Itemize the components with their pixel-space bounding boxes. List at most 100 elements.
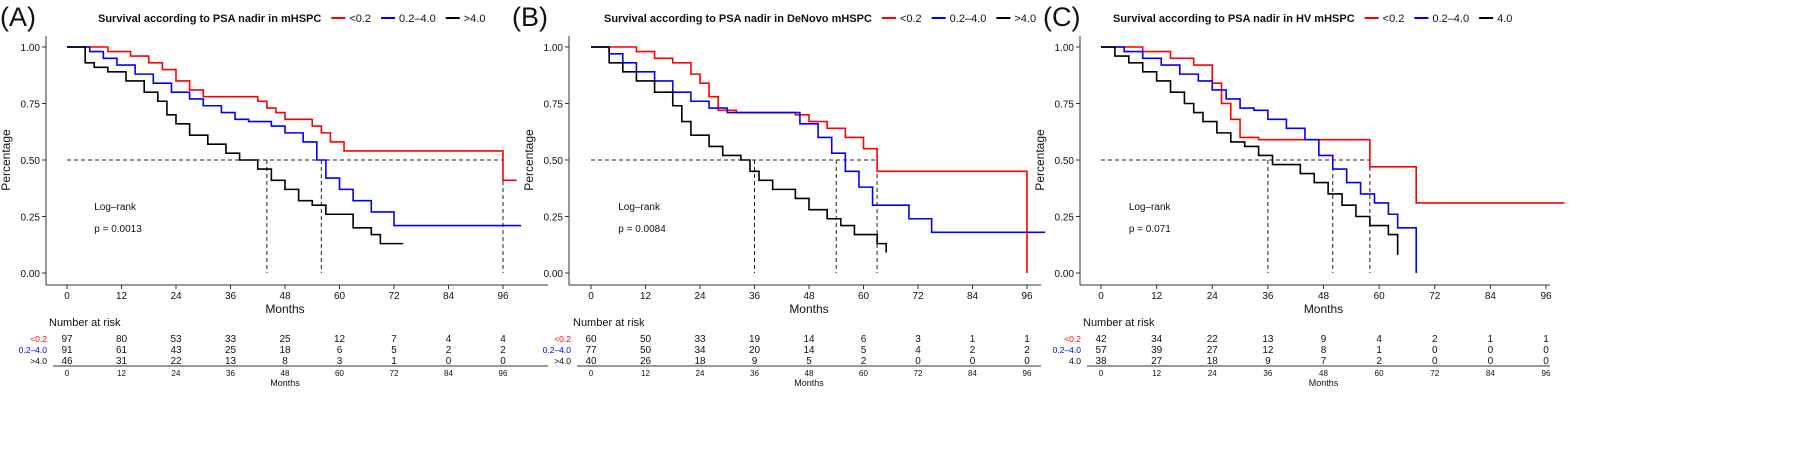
panel-b: (B) Survival according to PSA nadir in De… [512, 2, 1046, 388]
risk-cell: 12 [1262, 345, 1274, 356]
chart-title: Survival according to PSA nadir in DeNov… [604, 13, 872, 25]
risk-cell: 4 [1376, 334, 1382, 345]
risk-cell: 0 [1488, 356, 1494, 367]
risk-cell: 3 [337, 356, 343, 367]
x-tick-label: 96 [1540, 291, 1552, 302]
risk-tick-label: 84 [444, 369, 453, 378]
risk-cell: 4 [446, 334, 452, 345]
risk-tick-label: 60 [859, 369, 868, 378]
risk-row-label: <0.2 [1064, 334, 1081, 344]
x-tick-label: 24 [1207, 291, 1219, 302]
legend-label: <0.2 [349, 13, 371, 25]
risk-tick-label: 72 [914, 369, 923, 378]
risk-row-label: >4.0 [30, 356, 47, 366]
x-tick-label: 24 [694, 291, 706, 302]
y-tick-label: 0.50 [1055, 156, 1075, 167]
x-tick-label: 12 [116, 291, 128, 302]
risk-cell: 34 [694, 345, 706, 356]
y-axis-label: Percentage [1033, 129, 1047, 191]
risk-cell: 31 [116, 356, 128, 367]
risk-cell: 0 [1543, 345, 1549, 356]
survival-curve [1101, 46, 1418, 273]
risk-tick-label: 24 [696, 369, 705, 378]
risk-cell: 0 [500, 356, 506, 367]
y-tick-label: 0.25 [21, 213, 41, 224]
x-tick-label: 96 [1021, 291, 1033, 302]
y-tick-label: 1.00 [1055, 43, 1075, 54]
risk-cell: 5 [806, 356, 812, 367]
risk-tick-label: 12 [117, 369, 126, 378]
risk-x-label: Months [1309, 378, 1339, 388]
x-tick-label: 48 [1318, 291, 1330, 302]
risk-cell: 25 [279, 334, 291, 345]
risk-cell: 1 [970, 334, 976, 345]
risk-cell: 46 [61, 356, 73, 367]
y-tick-label: 0.25 [1055, 213, 1075, 224]
risk-table-title: Number at risk [49, 317, 121, 329]
x-tick-label: 48 [803, 291, 815, 302]
risk-cell: 60 [585, 334, 597, 345]
y-tick-label: 0.00 [21, 269, 41, 280]
risk-cell: 26 [640, 356, 652, 367]
risk-cell: 13 [1262, 334, 1274, 345]
risk-tick-label: 96 [1542, 369, 1551, 378]
x-tick-label: 36 [749, 291, 761, 302]
y-tick-label: 1.00 [21, 43, 41, 54]
survival-curve [591, 46, 888, 253]
y-tick-label: 0.00 [544, 269, 564, 280]
risk-cell: 14 [803, 345, 815, 356]
risk-x-label: Months [794, 378, 824, 388]
p-value: p = 0.071 [1129, 224, 1171, 235]
panel-label: (A) [0, 2, 36, 32]
risk-cell: 4 [500, 334, 506, 345]
risk-cell: 2 [1432, 334, 1438, 345]
x-tick-label: 96 [497, 291, 509, 302]
risk-cell: 18 [1207, 356, 1219, 367]
x-tick-label: 60 [858, 291, 870, 302]
risk-tick-label: 0 [65, 369, 70, 378]
x-tick-label: 60 [334, 291, 346, 302]
x-axis-label: Months [265, 302, 304, 316]
risk-tick-label: 84 [968, 369, 977, 378]
risk-cell: 57 [1095, 345, 1107, 356]
risk-cell: 0 [915, 356, 921, 367]
x-tick-label: 60 [1374, 291, 1386, 302]
risk-cell: 0 [1488, 345, 1494, 356]
y-tick-label: 0.75 [544, 100, 564, 111]
risk-cell: 12 [334, 334, 346, 345]
y-tick-label: 1.00 [544, 43, 564, 54]
panel-c: (C) Survival according to PSA nadir in HV… [1033, 2, 1565, 388]
risk-cell: 34 [1151, 334, 1163, 345]
risk-cell: 0 [970, 356, 976, 367]
risk-cell: 13 [225, 356, 237, 367]
x-tick-label: 24 [170, 291, 182, 302]
risk-cell: 9 [752, 356, 758, 367]
risk-cell: 80 [116, 334, 128, 345]
risk-cell: 2 [970, 345, 976, 356]
risk-row-label: 0.2–4.0 [1053, 345, 1082, 355]
x-tick-label: 72 [388, 291, 400, 302]
y-axis-label: Percentage [522, 129, 536, 191]
risk-cell: 5 [861, 345, 867, 356]
risk-cell: 9 [1321, 334, 1327, 345]
risk-cell: 39 [1151, 345, 1163, 356]
risk-tick-label: 36 [1263, 369, 1272, 378]
risk-row-label: 4.0 [1069, 356, 1081, 366]
risk-tick-label: 24 [1208, 369, 1217, 378]
risk-x-label: Months [270, 378, 300, 388]
risk-tick-label: 96 [499, 369, 508, 378]
y-tick-label: 0.50 [544, 156, 564, 167]
risk-cell: 4 [915, 345, 921, 356]
risk-cell: 1 [1488, 334, 1494, 345]
logrank-label: Log–rank [618, 202, 661, 213]
risk-cell: 22 [1207, 334, 1219, 345]
survival-curve [67, 46, 522, 227]
x-tick-label: 0 [64, 291, 70, 302]
y-tick-label: 0.50 [21, 156, 41, 167]
chart-title: Survival according to PSA nadir in HV mH… [1113, 13, 1355, 25]
risk-tick-label: 36 [226, 369, 235, 378]
x-tick-label: 36 [1262, 291, 1274, 302]
risk-cell: 43 [170, 345, 182, 356]
risk-tick-label: 72 [390, 369, 399, 378]
risk-cell: 0 [1432, 356, 1438, 367]
